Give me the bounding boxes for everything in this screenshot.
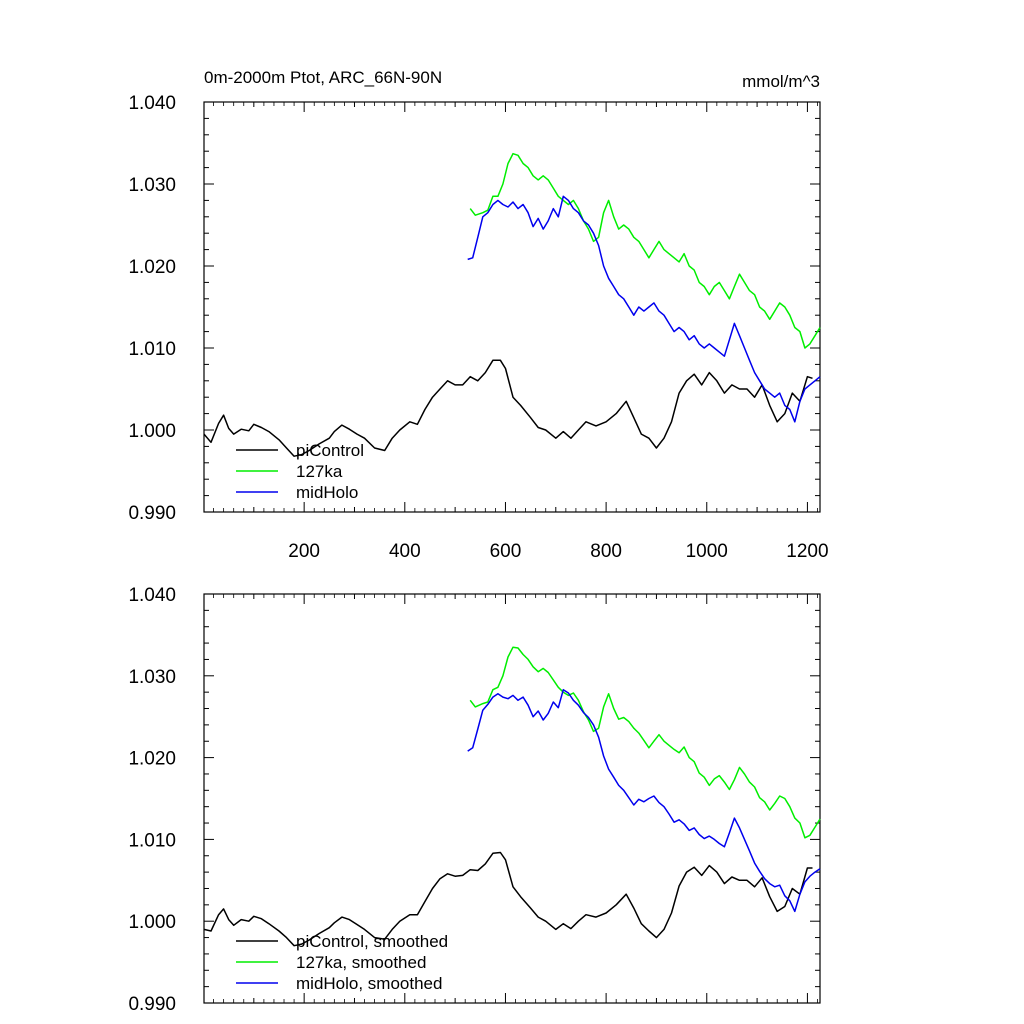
x-tick-label: 600 [490,541,522,562]
legend: piControl 127ka midHolo [236,441,364,502]
y-tick-label: 0.990 [128,994,176,1015]
y-tick-label: 1.010 [128,339,176,360]
legend-label: 127ka [296,462,343,481]
y-tick-label: 1.040 [128,93,176,114]
legend-label: midHolo, smoothed [296,974,442,993]
y-tick-label: 1.020 [128,749,176,770]
x-tick-label: 400 [389,541,421,562]
x-tick-label: 800 [590,541,622,562]
y-tick-label: 1.020 [128,257,176,278]
x-tick-label: 1200 [786,541,828,562]
legend-label: piControl [296,441,364,460]
series-line-127ka [469,646,821,839]
panel-top: 0.990 1.000 1.010 1.020 1.030 1.040 200 400 600 8… [128,93,828,562]
y-tick-label: 1.010 [128,830,176,851]
figure-title: 0m-2000m Ptot, ARC_66N-90N [204,68,442,87]
y-tick-label: 1.040 [128,585,176,606]
x-tick-label: 1000 [686,541,728,562]
series-line-midholo [467,195,821,423]
series-line-picontrol [203,359,813,457]
panel-bottom: 0.990 1.000 1.010 1.020 1.030 1.040 piControl,… [128,585,821,1015]
series-line-127ka [469,152,821,349]
plot-frame [203,593,821,1004]
figure-units: mmol/m^3 [742,72,820,91]
series-line-midholo [467,688,821,913]
y-tick-label: 1.000 [128,912,176,933]
y-tick-label: 1.000 [128,421,176,442]
legend-label: 127ka, smoothed [296,953,426,972]
y-tick-label: 1.030 [128,175,176,196]
legend-label: midHolo [296,483,358,502]
y-tick-label: 0.990 [128,503,176,524]
x-tick-label: 200 [288,541,320,562]
plot-frame [203,101,821,513]
legend-label: piControl, smoothed [296,932,448,951]
series-line-picontrol [203,851,813,947]
legend: piControl, smoothed 127ka, smoothed midHol… [236,932,448,993]
y-tick-label: 1.030 [128,667,176,688]
